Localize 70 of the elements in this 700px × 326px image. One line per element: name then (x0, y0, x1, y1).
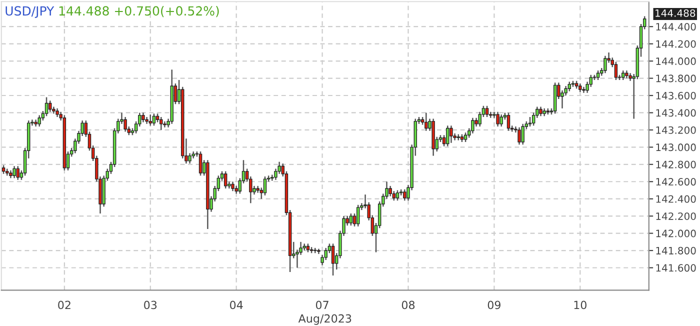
y-tick-label: 142.600 (656, 178, 696, 186)
candlestick (188, 152, 192, 164)
x-axis-title: Aug/2023 (298, 314, 352, 325)
candlestick (403, 188, 406, 202)
candlestick (324, 247, 328, 261)
candlestick (231, 181, 234, 192)
candlestick (16, 166, 20, 181)
candlestick (331, 243, 335, 276)
candlestick (38, 114, 41, 128)
y-tick-label: 141.600 (656, 264, 696, 272)
candlestick (198, 150, 202, 176)
candlestick (142, 112, 145, 123)
text: 144.488 (656, 9, 696, 17)
candlestick (396, 190, 400, 202)
candlestick (506, 112, 510, 132)
y-tick-label: 144.400 (656, 22, 696, 31)
x-tick-label: 10 (574, 300, 586, 310)
candlestick (456, 134, 460, 141)
candlestick (596, 70, 600, 81)
candlestick (152, 112, 156, 126)
candlestick (349, 212, 353, 226)
y-tick-label: 144.000 (656, 57, 696, 65)
candlestick (163, 120, 166, 128)
y-tick-label: 143.000 (656, 144, 696, 152)
candlestick (622, 70, 625, 81)
candlestick (44, 96, 48, 117)
y-tick-label: 142.400 (656, 195, 696, 203)
y-tick-label: 143.800 (656, 74, 696, 82)
candlestick (464, 132, 468, 143)
chart-subtitle: 144.488 +0.750(+0.52%) (59, 6, 219, 18)
candlestick (496, 111, 500, 128)
y-tick-label: 142.000 (656, 230, 696, 238)
x-tick-label: 07 (316, 300, 328, 310)
candlestick (568, 81, 571, 92)
chart-title: USD/JPY (6, 6, 54, 18)
candlestick (614, 61, 618, 81)
y-tick-label: 142.800 (656, 160, 696, 168)
y-tick-label: 142.200 (656, 212, 696, 220)
candlestick (160, 116, 163, 131)
candlestick (148, 114, 152, 126)
y-tick-label: 144.200 (656, 40, 696, 48)
candlestick (12, 166, 16, 179)
x-tick-label: 09 (488, 300, 500, 310)
candlestick (356, 204, 360, 228)
candlestick (500, 114, 503, 128)
candlestick (446, 125, 450, 147)
candlestick (521, 123, 524, 146)
candlestick (450, 125, 453, 144)
y-tick-label: 143.200 (656, 126, 696, 134)
candlestick (539, 106, 542, 117)
candlestick (518, 126, 521, 146)
x-tick-label: 03 (144, 300, 157, 310)
candlestick (424, 112, 428, 132)
x-tick-label: 04 (230, 300, 243, 310)
candlestick (48, 100, 52, 112)
candlestick (604, 55, 607, 74)
x-tick-label: 08 (402, 300, 415, 310)
candlestick (224, 170, 228, 190)
candlestick (485, 105, 489, 118)
x-tick-label: 02 (58, 300, 70, 310)
y-tick-label: 143.400 (656, 109, 696, 117)
y-tick-label: 143.600 (656, 92, 696, 100)
candlestick (388, 185, 392, 197)
candlestick (582, 86, 586, 94)
candlestick (528, 116, 532, 128)
candlestick (471, 117, 474, 134)
candlestick (124, 116, 127, 132)
candlestick (263, 176, 267, 196)
y-tick-label: 141.800 (656, 246, 696, 254)
candlestick (392, 190, 396, 202)
